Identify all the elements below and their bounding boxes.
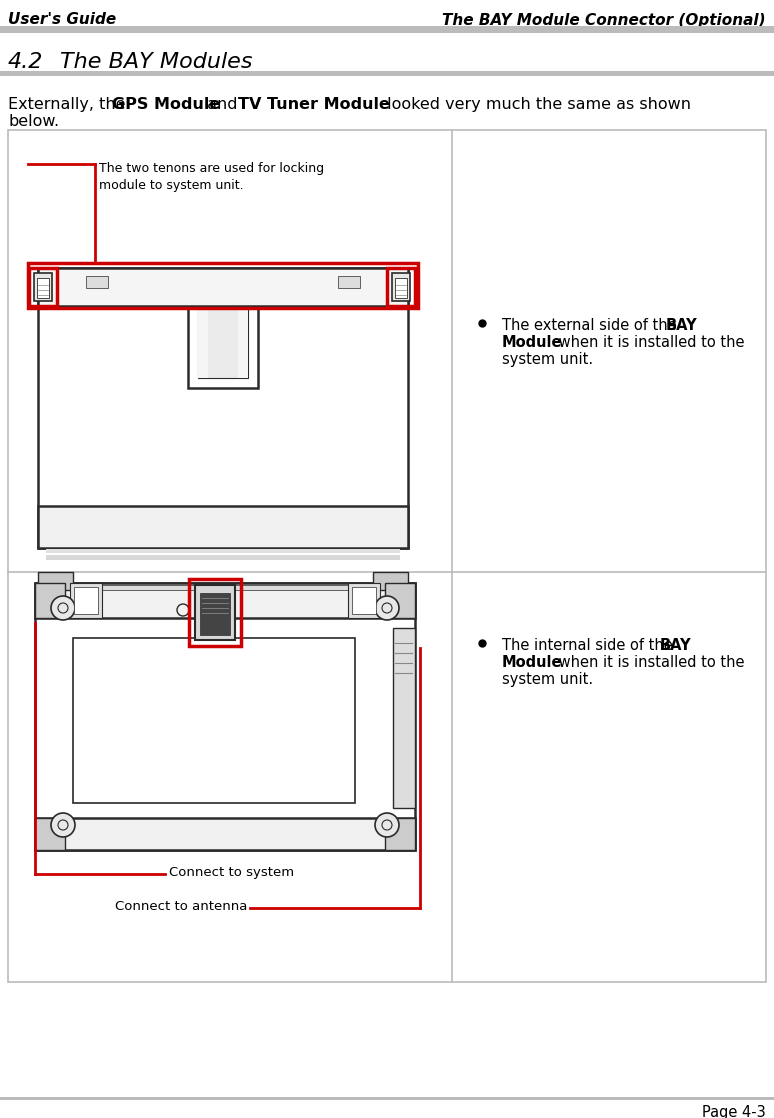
- Bar: [38, 268, 408, 548]
- Bar: [200, 593, 230, 635]
- Text: The BAY Module Connector (Optional): The BAY Module Connector (Optional): [443, 12, 766, 28]
- Text: User's Guide: User's Guide: [8, 12, 116, 28]
- Text: GPS Module: GPS Module: [112, 97, 221, 112]
- Circle shape: [51, 596, 75, 620]
- Bar: [385, 818, 415, 850]
- Text: when it is installed to the: when it is installed to the: [554, 655, 745, 670]
- Text: when it is installed to the: when it is installed to the: [554, 335, 745, 350]
- Bar: [35, 582, 65, 618]
- Text: The external side of the: The external side of the: [502, 318, 681, 333]
- Bar: [0, 72, 774, 76]
- Bar: [46, 555, 400, 560]
- Text: Page 4-3: Page 4-3: [702, 1106, 766, 1118]
- Circle shape: [51, 813, 75, 837]
- Bar: [73, 638, 355, 803]
- Bar: [195, 585, 235, 639]
- Text: TV Tuner Module: TV Tuner Module: [238, 97, 390, 112]
- Bar: [393, 628, 415, 808]
- Bar: [74, 587, 98, 614]
- Text: Connect to antenna: Connect to antenna: [115, 900, 248, 913]
- Text: 4.2: 4.2: [8, 53, 43, 72]
- Text: Module: Module: [502, 655, 563, 670]
- Text: below.: below.: [8, 114, 59, 129]
- Bar: [35, 818, 65, 850]
- Text: The two tenons are used for locking
module to system unit.: The two tenons are used for locking modu…: [99, 162, 324, 192]
- Bar: [37, 278, 49, 299]
- Bar: [395, 278, 407, 299]
- Bar: [34, 273, 52, 301]
- Text: Externally, the: Externally, the: [8, 97, 131, 112]
- Bar: [189, 579, 241, 646]
- Text: and: and: [202, 97, 242, 112]
- Bar: [29, 268, 57, 306]
- Bar: [35, 582, 415, 850]
- Bar: [238, 307, 248, 378]
- Text: system unit.: system unit.: [502, 352, 593, 367]
- Bar: [188, 307, 258, 388]
- Bar: [352, 587, 376, 614]
- Bar: [86, 276, 108, 288]
- Bar: [338, 276, 360, 288]
- Bar: [0, 1097, 774, 1100]
- Bar: [198, 307, 208, 378]
- Bar: [373, 572, 408, 590]
- Bar: [8, 130, 766, 982]
- Bar: [38, 506, 408, 548]
- Bar: [35, 818, 415, 850]
- Bar: [392, 273, 410, 301]
- Bar: [348, 582, 380, 618]
- Text: BAY: BAY: [666, 318, 697, 333]
- Text: Module: Module: [502, 335, 563, 350]
- Bar: [28, 263, 418, 307]
- Bar: [73, 585, 373, 590]
- Bar: [38, 572, 73, 590]
- Text: The internal side of the: The internal side of the: [502, 638, 677, 653]
- Text: The BAY Modules: The BAY Modules: [60, 53, 252, 72]
- Circle shape: [375, 813, 399, 837]
- Bar: [0, 26, 774, 34]
- Bar: [38, 268, 408, 306]
- Text: BAY: BAY: [660, 638, 692, 653]
- Text: Connect to system: Connect to system: [169, 866, 294, 879]
- Bar: [385, 582, 415, 618]
- Bar: [70, 582, 102, 618]
- Text: system unit.: system unit.: [502, 672, 593, 686]
- Bar: [198, 307, 248, 378]
- Text: looked very much the same as shown: looked very much the same as shown: [382, 97, 691, 112]
- Circle shape: [375, 596, 399, 620]
- Bar: [35, 582, 415, 618]
- Bar: [46, 549, 400, 553]
- Bar: [387, 268, 415, 306]
